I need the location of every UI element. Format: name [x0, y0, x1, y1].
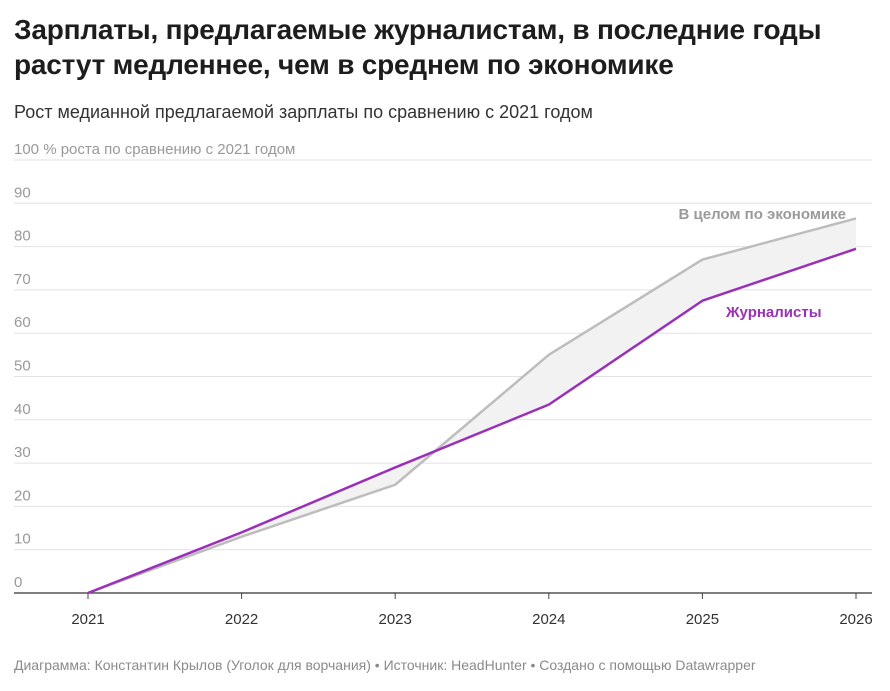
line-chart: 0 10 20 30 40 50 60 70 80 90 100 % роста по сравне…	[14, 141, 873, 628]
y-tick-label: 90	[14, 184, 31, 201]
y-tick-label: 30	[14, 444, 31, 461]
x-tick-label: 2026	[839, 611, 872, 628]
chart-footer: Диаграмма: Константин Крылов (Уголок для…	[14, 657, 756, 673]
series-label-journalists: Журналисты	[725, 304, 822, 321]
x-tick-label: 2025	[686, 611, 719, 628]
y-tick-label: 0	[14, 574, 22, 591]
x-tick-label: 2021	[71, 611, 104, 628]
x-tick-label: 2023	[379, 611, 412, 628]
series-gap-area	[88, 218, 856, 593]
chart-title: Зарплаты, предлагаемые журналистам, в по…	[14, 14, 822, 80]
series-line-economy	[87, 217, 857, 595]
series-label-economy: В целом по экономике	[679, 206, 846, 223]
y-tick-label: 40	[14, 401, 31, 418]
x-tick-label: 2024	[532, 611, 565, 628]
y-tick-label: 20	[14, 487, 31, 504]
y-tick-label: 80	[14, 228, 31, 245]
x-tick-label: 2022	[225, 611, 258, 628]
chart-subtitle: Рост медианной предлагаемой зарплаты по …	[14, 102, 593, 122]
y-tick-label: 60	[14, 314, 31, 331]
y-tick-label: 50	[14, 358, 31, 375]
series-line-journalists	[87, 247, 857, 595]
y-tick-label: 100 % роста по сравнению с 2021 годом	[14, 141, 295, 158]
y-tick-label: 10	[14, 531, 31, 548]
y-tick-label: 70	[14, 271, 31, 288]
